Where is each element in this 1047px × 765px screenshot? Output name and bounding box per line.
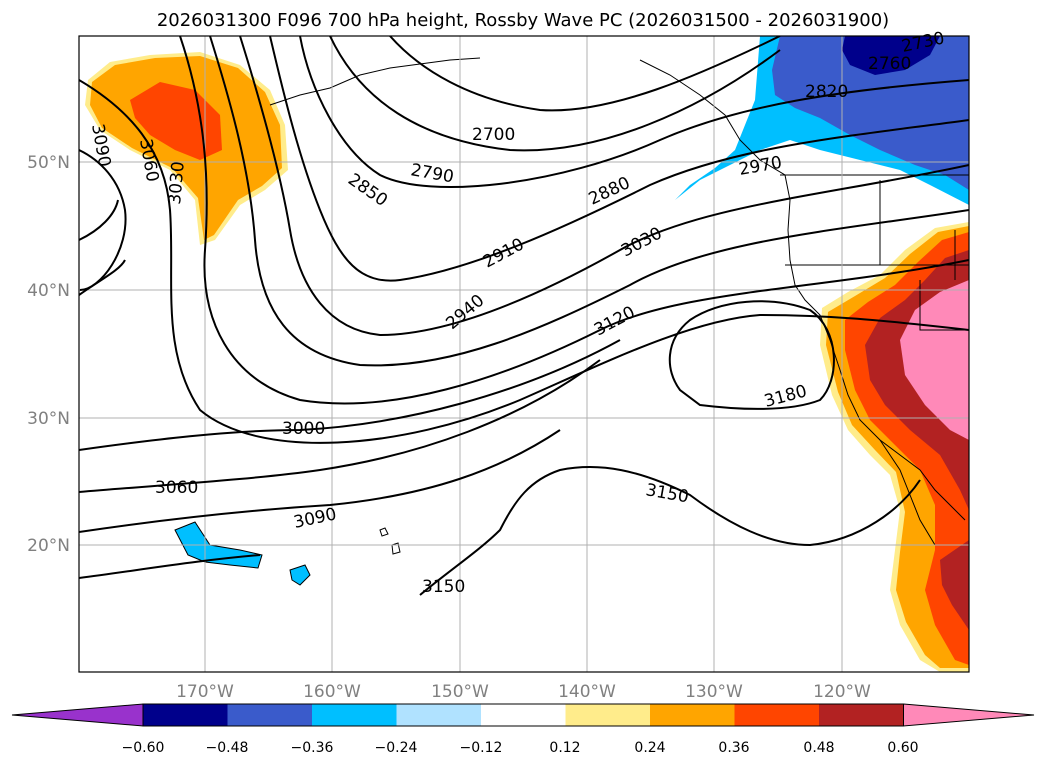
lon-label-150w: 150°W [431, 682, 489, 702]
colorbar-tick-024: 0.24 [634, 740, 665, 756]
shading-layer [79, 36, 969, 672]
map-panel: 2700 2730 2760 2790 2820 2850 2880 2910 … [78, 28, 970, 673]
colorbar-tick-neg-048: −0.48 [206, 740, 249, 756]
positive-anomaly-na-pink [900, 280, 969, 440]
figure-title: 2026031300 F096 700 hPa height, Rossby W… [157, 10, 889, 31]
contour-label-2820: 2820 [805, 82, 848, 102]
map-frame [78, 35, 970, 673]
colorbar-tick-neg-036: −0.36 [291, 740, 334, 756]
colorbar-tick-neg-012: −0.12 [460, 740, 503, 756]
colorbar-ticks: −0.60 −0.48 −0.36 −0.24 −0.12 0.12 0.24 … [122, 740, 919, 756]
lat-label-20n: 20°N [27, 536, 70, 556]
colorbar-swatch [143, 704, 228, 726]
colorbar-tick-neg-024: −0.24 [375, 740, 418, 756]
colorbar-tick-048: 0.48 [803, 740, 834, 756]
lat-label-40n: 40°N [27, 281, 70, 301]
contour-label-2700: 2700 [472, 125, 515, 145]
lon-label-120w: 120°W [813, 682, 871, 702]
height-contours [79, 36, 969, 596]
contour-label-3030-west: 3030 [165, 161, 189, 206]
colorbar-tick-neg-060: −0.60 [122, 740, 165, 756]
lon-label-140w: 140°W [558, 682, 616, 702]
colorbar-tick-012: 0.12 [549, 740, 580, 756]
colorbar-swatch [481, 704, 566, 726]
colorbar-tick-060: 0.60 [887, 740, 918, 756]
contour-label-3150-south: 3150 [422, 577, 465, 597]
colorbar-swatch [819, 704, 904, 726]
lat-label-50n: 50°N [27, 153, 70, 173]
contour-label-2760: 2760 [868, 54, 911, 74]
colorbar-swatch [227, 704, 312, 726]
colorbar: −0.60 −0.48 −0.36 −0.24 −0.12 0.12 0.24 … [11, 703, 1035, 756]
negative-anomaly-mid [772, 36, 969, 190]
lon-label-160w: 160°W [303, 682, 361, 702]
gridlines [79, 36, 969, 672]
colorbar-swatch [650, 704, 735, 726]
positive-anomaly-na-darkred-south [940, 540, 969, 630]
lat-label-30n: 30°N [27, 409, 70, 429]
colorbar-swatch [734, 704, 819, 726]
contour-label-3000: 3000 [282, 419, 325, 439]
longitude-labels: 170°W 160°W 150°W 140°W 130°W 120°W [176, 682, 871, 702]
lon-label-170w: 170°W [176, 682, 234, 702]
colorbar-tick-036: 0.36 [718, 740, 749, 756]
colorbar-swatch [565, 704, 650, 726]
colorbar-swatch [396, 704, 481, 726]
colorbar-swatch-under [11, 703, 144, 727]
colorbar-frame [142, 703, 904, 727]
latitude-labels: 50°N 40°N 30°N 20°N [27, 153, 70, 556]
lon-label-130w: 130°W [685, 682, 743, 702]
colorbar-swatch-over [903, 703, 1035, 727]
negative-anomaly-dark [842, 36, 940, 75]
colorbar-swatches [11, 703, 1035, 727]
colorbar-swatch [312, 704, 397, 726]
positive-anomaly-red [130, 82, 222, 160]
contour-label-3060: 3060 [155, 478, 198, 498]
